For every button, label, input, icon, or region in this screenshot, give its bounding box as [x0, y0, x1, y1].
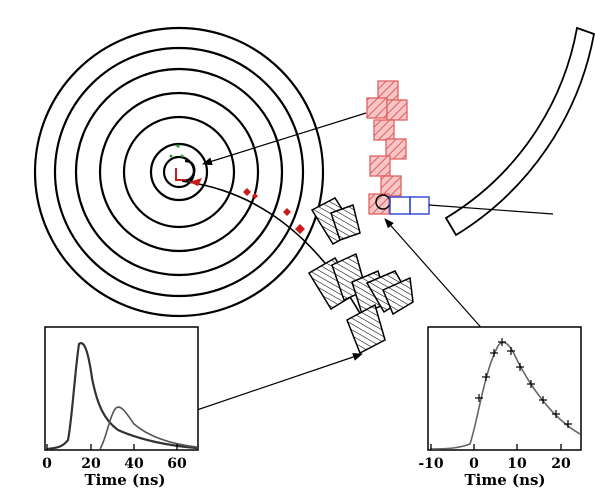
outer-detector-arc	[444, 26, 595, 237]
tracker-ring-3	[122, 115, 236, 229]
left-plot-x-tick-label: 60	[167, 456, 187, 472]
cal-cell	[373, 119, 395, 141]
vertex-dot-green-3	[180, 154, 184, 158]
cal-cell	[385, 138, 407, 160]
hatched-block-7	[382, 276, 414, 316]
track-hit-1	[189, 178, 202, 186]
calorimeter-cells	[366, 80, 408, 215]
arrow-cells-to-vertex	[202, 112, 367, 166]
tracker-ring-2	[149, 142, 209, 202]
track-hit-3	[252, 193, 258, 199]
left-plot-x-tick-label: 0	[42, 456, 52, 472]
left-plot-x-ticks	[46, 444, 178, 450]
tracker-rings	[33, 26, 325, 318]
left-plot-curve-secondary	[99, 406, 198, 450]
track-hit-4	[283, 208, 291, 216]
right-plot-x-title: Time (ns)	[464, 471, 545, 489]
vertex-dot-green-1	[176, 144, 180, 148]
right-plot-x-tick-label: 20	[551, 456, 571, 472]
right-plot-fit-curve	[429, 341, 581, 450]
left-plot-x-tick-label: 40	[124, 456, 144, 472]
right-plot-x-ticks	[430, 444, 562, 450]
left-plot-curve-main	[46, 342, 198, 451]
tracker-ring-4	[98, 91, 260, 253]
tracker-ring-5	[74, 67, 284, 277]
cal-cell	[369, 155, 391, 177]
hatched-block-8	[346, 303, 386, 355]
track-hit-5	[295, 224, 305, 234]
hatched-block-2	[330, 204, 361, 241]
right-plot-x-tick-label: 0	[469, 456, 479, 472]
right-plot-x-tick-label: -10	[418, 456, 444, 472]
left-timing-plot: 0 20 40 60 Time (ns)	[42, 326, 199, 489]
right-plot-x-tick-label: 10	[507, 456, 527, 472]
hatched-blocks	[307, 197, 414, 355]
vertex-region	[169, 144, 196, 183]
left-plot-x-tick-label: 20	[81, 456, 101, 472]
vertex-hook	[183, 159, 196, 183]
right-plot-data-points	[475, 338, 572, 428]
blue-box-1	[389, 196, 411, 215]
vertex-dot-green-2	[169, 154, 173, 158]
blue-box-2	[409, 196, 430, 215]
arrow-plot-to-cluster	[384, 218, 486, 333]
tracker-ring-7	[33, 26, 325, 318]
right-timing-plot: -10 0 10 20 Time (ns)	[418, 326, 582, 489]
cal-cell	[386, 99, 408, 121]
vertex-marker	[175, 168, 186, 181]
track-hit-2	[243, 188, 251, 196]
right-plot-frame	[427, 326, 582, 451]
tracker-ring-6	[53, 46, 305, 298]
cal-cell	[380, 175, 402, 197]
line-blue-box-to-outer	[428, 204, 554, 215]
cal-cell	[366, 97, 388, 119]
blue-readout-boxes	[389, 196, 430, 215]
left-plot-x-title: Time (ns)	[84, 471, 165, 489]
